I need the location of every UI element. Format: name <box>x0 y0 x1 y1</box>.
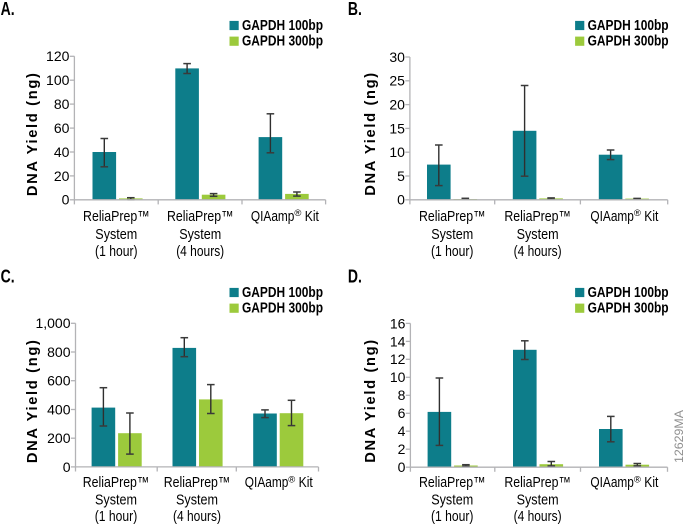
svg-text:GAPDH 100bp: GAPDH 100bp <box>242 285 323 301</box>
svg-text:ReliaPrep™: ReliaPrep™ <box>164 475 231 491</box>
svg-text:(4 hours): (4 hours) <box>176 244 224 260</box>
svg-text:16: 16 <box>390 315 406 331</box>
svg-text:400: 400 <box>47 401 71 417</box>
svg-text:0: 0 <box>62 192 70 208</box>
svg-text:(1 hour): (1 hour) <box>431 509 474 525</box>
svg-text:System: System <box>95 492 137 508</box>
svg-text:12629MA: 12629MA <box>672 410 686 463</box>
svg-text:GAPDH 300bp: GAPDH 300bp <box>242 34 323 50</box>
svg-text:System: System <box>176 492 218 508</box>
svg-text:ReliaPrep™: ReliaPrep™ <box>504 209 571 225</box>
svg-text:120: 120 <box>46 48 70 64</box>
svg-text:QIAamp® Kit: QIAamp® Kit <box>245 475 313 492</box>
svg-text:C.: C. <box>1 266 15 287</box>
svg-text:ReliaPrep™: ReliaPrep™ <box>504 475 571 491</box>
svg-text:DNA Yield (ng): DNA Yield (ng) <box>25 73 41 196</box>
svg-text:B.: B. <box>348 0 362 19</box>
svg-text:ReliaPrep™: ReliaPrep™ <box>83 209 150 225</box>
svg-text:QIAamp® Kit: QIAamp® Kit <box>590 475 658 492</box>
svg-text:10: 10 <box>390 369 406 385</box>
svg-text:80: 80 <box>54 96 70 112</box>
svg-text:DNA Yield (ng): DNA Yield (ng) <box>363 340 379 463</box>
svg-text:30: 30 <box>389 49 405 65</box>
svg-text:GAPDH 300bp: GAPDH 300bp <box>242 301 323 317</box>
svg-text:600: 600 <box>47 373 71 389</box>
svg-text:(4 hours): (4 hours) <box>514 509 562 525</box>
svg-text:20: 20 <box>389 97 405 113</box>
svg-text:ReliaPrep™: ReliaPrep™ <box>167 209 234 225</box>
svg-text:0: 0 <box>63 459 71 475</box>
svg-text:40: 40 <box>54 144 70 160</box>
svg-text:ReliaPrep™: ReliaPrep™ <box>419 209 486 225</box>
svg-text:5: 5 <box>397 168 405 184</box>
svg-text:0: 0 <box>398 459 406 475</box>
svg-text:100: 100 <box>46 72 70 88</box>
svg-text:GAPDH 100bp: GAPDH 100bp <box>588 285 669 301</box>
svg-text:(4 hours): (4 hours) <box>514 244 562 260</box>
svg-text:10: 10 <box>389 144 405 160</box>
svg-text:GAPDH 300bp: GAPDH 300bp <box>588 34 669 50</box>
svg-text:15: 15 <box>389 120 405 136</box>
svg-text:8: 8 <box>398 387 406 403</box>
svg-text:(1 hour): (1 hour) <box>95 509 138 525</box>
svg-text:25: 25 <box>389 73 405 89</box>
svg-text:System: System <box>95 227 137 243</box>
svg-text:800: 800 <box>47 344 71 360</box>
svg-text:0: 0 <box>397 192 405 208</box>
svg-text:System: System <box>517 492 559 508</box>
svg-text:D.: D. <box>348 266 362 287</box>
svg-text:DNA Yield (ng): DNA Yield (ng) <box>363 73 379 196</box>
svg-text:20: 20 <box>54 168 70 184</box>
svg-text:GAPDH 100bp: GAPDH 100bp <box>242 18 323 34</box>
svg-text:System: System <box>179 227 221 243</box>
svg-text:14: 14 <box>390 333 406 349</box>
svg-text:4: 4 <box>398 423 406 439</box>
svg-text:(1 hour): (1 hour) <box>431 244 474 260</box>
svg-text:ReliaPrep™: ReliaPrep™ <box>83 475 150 491</box>
svg-text:A.: A. <box>1 0 15 19</box>
svg-text:DNA Yield (ng): DNA Yield (ng) <box>25 340 41 463</box>
svg-text:System: System <box>517 227 559 243</box>
svg-text:System: System <box>431 492 473 508</box>
svg-text:12: 12 <box>390 351 406 367</box>
svg-text:(4 hours): (4 hours) <box>173 509 221 525</box>
svg-text:200: 200 <box>47 430 71 446</box>
svg-text:ReliaPrep™: ReliaPrep™ <box>419 475 486 491</box>
svg-text:GAPDH 300bp: GAPDH 300bp <box>588 301 669 317</box>
svg-text:GAPDH 100bp: GAPDH 100bp <box>588 18 669 34</box>
svg-text:(1 hour): (1 hour) <box>95 244 138 260</box>
svg-text:QIAamp® Kit: QIAamp® Kit <box>251 208 319 225</box>
svg-text:1,000: 1,000 <box>35 315 70 331</box>
svg-text:6: 6 <box>398 405 406 421</box>
svg-text:60: 60 <box>54 120 70 136</box>
svg-text:2: 2 <box>398 441 406 457</box>
svg-text:System: System <box>431 227 473 243</box>
svg-text:QIAamp® Kit: QIAamp® Kit <box>590 208 658 225</box>
